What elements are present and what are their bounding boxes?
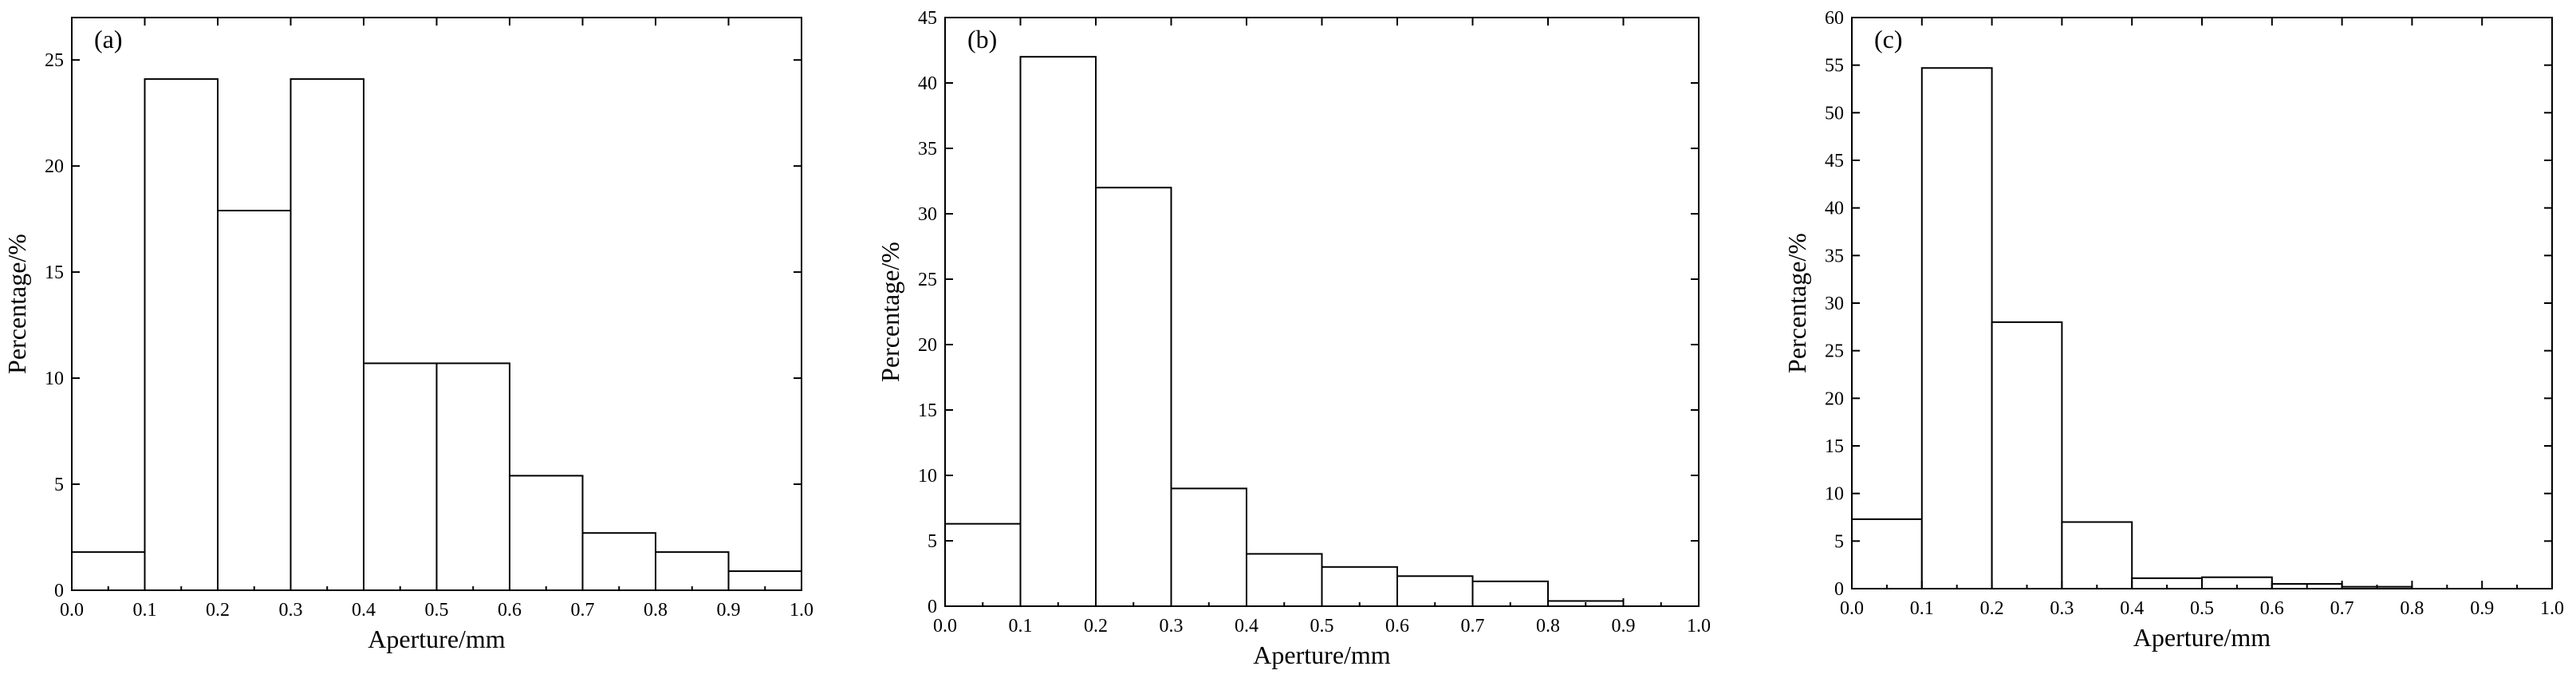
x-tick-label: 0.4 [1235,616,1258,637]
x-tick-label: 0.0 [60,600,84,621]
y-tick-label: 25 [1825,341,1844,362]
x-tick-label: 1.0 [1687,616,1711,637]
y-tick-label: 20 [918,335,937,356]
y-tick-label: 25 [45,50,64,71]
panel-label: (c) [1874,25,1903,53]
y-tick-label: 30 [918,204,937,225]
histogram-bar [1170,487,1247,608]
x-tick-label: 0.2 [206,600,230,621]
y-tick-label: 10 [45,369,64,389]
histogram-bar [1920,67,1993,590]
x-axis-title: Aperture/mm [2133,623,2271,652]
y-tick-label: 5 [1834,531,1844,552]
y-tick-label: 15 [45,262,64,283]
histogram-bar [944,522,1022,607]
histogram-bar [1095,187,1172,607]
x-tick-label: 0.6 [1385,616,1409,637]
histogram-bar [1851,518,1923,589]
x-tick-label: 1.0 [2540,598,2564,619]
y-tick-label: 35 [1825,246,1844,266]
y-tick-label: 40 [1825,199,1844,219]
x-tick-label: 0.6 [2260,598,2284,619]
x-tick-label: 0.1 [133,600,157,621]
chart-panel-1: 0.0 0.1 0.2 0.3 0.4 0.5 0.6 0.7 0.8 0.9 1.0 0 5 10 15 2… [2,17,813,653]
x-tick-label: 0.9 [2470,598,2494,619]
y-tick-label: 20 [1825,388,1844,409]
y-tick-label: 25 [918,270,937,290]
histogram-bar [71,551,146,592]
x-tick-label: 0.1 [1910,598,1934,619]
histogram-bar [509,475,584,592]
y-tick-label: 10 [1825,484,1844,505]
x-tick-label: 0.0 [933,616,957,637]
histogram-bar [1019,56,1097,607]
x-tick-label: 0.7 [571,600,595,621]
y-tick-label: 30 [1825,294,1844,314]
x-tick-label: 0.6 [498,600,522,621]
x-tick-label: 0.3 [2050,598,2074,619]
y-tick-label: 60 [1825,8,1844,29]
x-tick-label: 0.9 [717,600,741,621]
histogram-bar [435,362,510,591]
histogram-bar [290,78,364,591]
x-tick-label: 0.3 [279,600,303,621]
x-tick-label: 1.0 [790,600,813,621]
histogram-bar [2061,521,2133,590]
y-axis-title: Percentage/% [1782,233,1811,373]
x-tick-label: 0.2 [1980,598,2004,619]
y-tick-label: 10 [918,466,937,487]
x-tick-label: 0.5 [1310,616,1334,637]
y-tick-label: 15 [1825,436,1844,457]
histogram-bar [217,209,292,591]
x-tick-label: 0.3 [1160,616,1184,637]
x-axis-title: Aperture/mm [1253,641,1391,669]
x-tick-label: 0.9 [1612,616,1636,637]
x-tick-label: 0.0 [1840,598,1864,619]
x-tick-label: 0.8 [2400,598,2424,619]
y-tick-label: 20 [45,156,64,177]
chart-panel-3: 0.0 0.1 0.2 0.3 0.4 0.5 0.6 0.7 0.8 0.9 1.0 0 5 10 15 2… [1782,8,2564,652]
histogram-bar [144,78,219,591]
y-tick-label: 5 [54,475,64,495]
y-axis-title: Percentage/% [2,234,31,374]
y-tick-label: 5 [928,531,937,552]
x-tick-label: 0.4 [2120,598,2144,619]
histogram-bar [1471,580,1549,608]
histogram-bar [1991,321,2063,589]
x-tick-label: 0.2 [1084,616,1108,637]
x-tick-label: 0.8 [644,600,668,621]
x-tick-label: 0.8 [1536,616,1560,637]
x-axis-title: Aperture/mm [368,625,506,653]
histogram-bar [655,551,730,592]
x-tick-label: 0.7 [2330,598,2354,619]
x-tick-label: 0.7 [1461,616,1485,637]
y-tick-label: 50 [1825,103,1844,124]
x-tick-label: 0.4 [352,600,376,621]
y-tick-label: 45 [1825,151,1844,171]
x-tick-label: 0.1 [1009,616,1033,637]
y-tick-label: 55 [1825,56,1844,77]
histogram-bar [1396,575,1474,608]
chart-panel-2: 0.0 0.1 0.2 0.3 0.4 0.5 0.6 0.7 0.8 0.9 1.0 0 5 10 15 2… [876,8,1711,669]
y-tick-label: 0 [1834,579,1844,600]
y-tick-label: 0 [54,581,64,601]
y-axis-title: Percentage/% [876,242,904,382]
y-tick-label: 40 [918,73,937,94]
y-tick-label: 35 [918,139,937,160]
panel-label: (b) [967,25,997,53]
y-tick-label: 15 [918,400,937,421]
histogram-bar [1246,553,1323,608]
histogram-bar [1321,566,1398,607]
y-tick-label: 0 [928,597,937,617]
y-tick-label: 45 [918,8,937,29]
panel-label: (a) [94,25,123,53]
histogram-bar [363,362,438,591]
histogram-bar [581,532,656,592]
x-tick-label: 0.5 [2190,598,2214,619]
x-tick-label: 0.5 [425,600,449,621]
